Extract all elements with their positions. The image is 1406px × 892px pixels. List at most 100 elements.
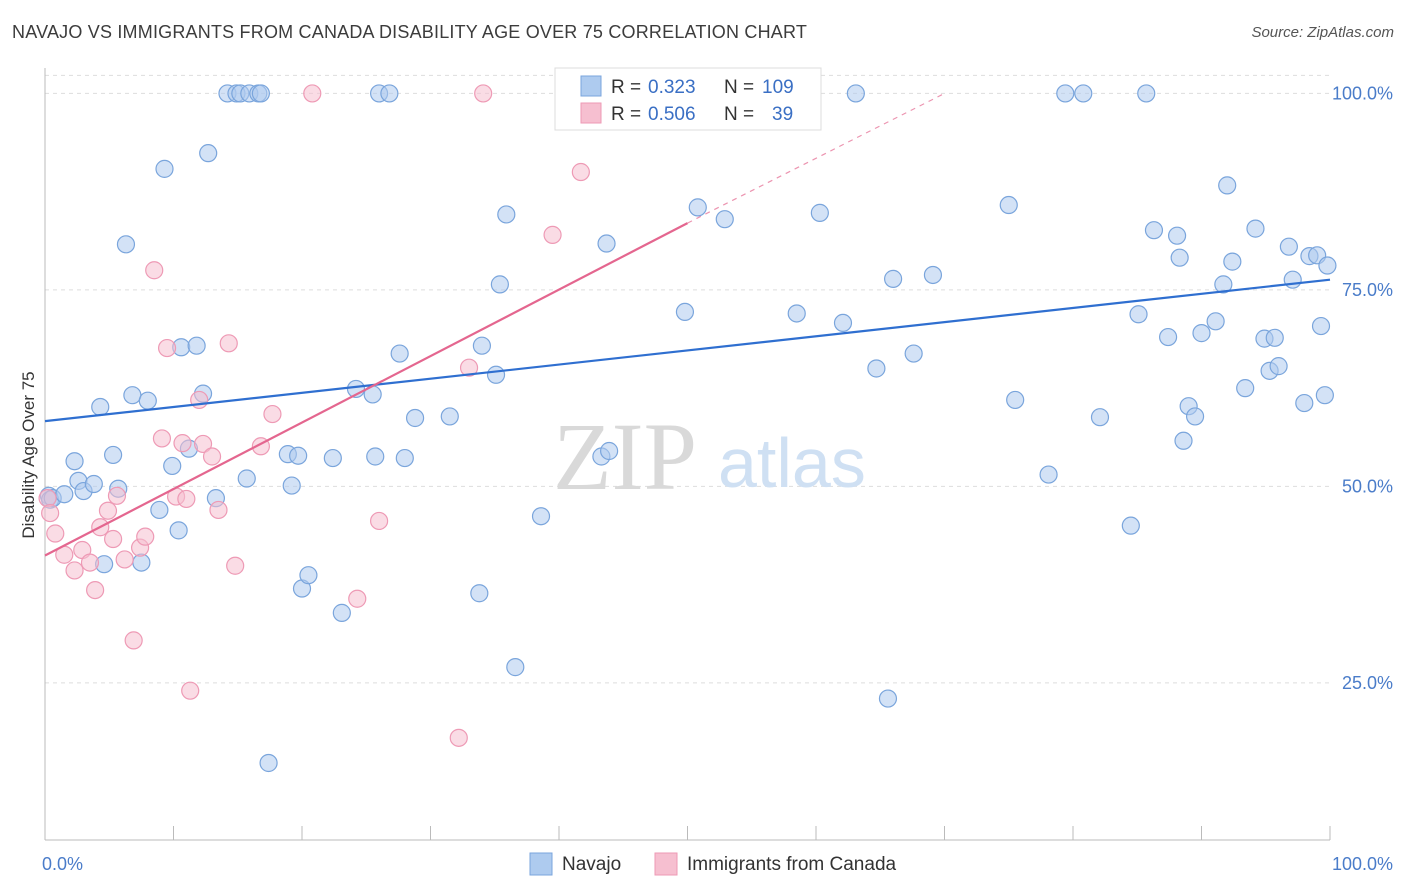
navajo-point-110 bbox=[1315, 386, 1334, 405]
legend-r-value-canada: 0.506 bbox=[648, 104, 696, 125]
navajo-point-8 bbox=[91, 397, 110, 417]
y-tick-label-75: 75.0% bbox=[1342, 280, 1393, 300]
navajo-point-85 bbox=[1137, 84, 1156, 103]
canada-point-18 bbox=[157, 338, 177, 358]
navajo-point-97 bbox=[1223, 252, 1242, 271]
trend-lines bbox=[44, 92, 1331, 557]
navajo-point-55 bbox=[506, 658, 525, 677]
legend-n-label-canada: N = bbox=[724, 104, 754, 125]
navajo-point-93 bbox=[1192, 324, 1211, 343]
navajo-point-32 bbox=[237, 469, 256, 488]
navajo-point-72 bbox=[867, 359, 886, 378]
navajo-point-58 bbox=[597, 234, 616, 253]
navajo-point-96 bbox=[1218, 176, 1237, 195]
navajo-point-95 bbox=[1214, 275, 1233, 294]
canada-point-38 bbox=[571, 162, 590, 182]
legend-swatch-navajo bbox=[580, 75, 602, 97]
navajo-point-88 bbox=[1167, 226, 1187, 245]
navajo-point-94 bbox=[1206, 312, 1225, 331]
navajo-point-53 bbox=[490, 275, 509, 294]
navajo-point-82 bbox=[1090, 408, 1110, 427]
navajo-point-35 bbox=[282, 476, 301, 495]
canada-point-24 bbox=[193, 434, 213, 454]
canada-point-36 bbox=[474, 84, 493, 103]
tick-labels: 25.0% 50.0% 75.0% 100.0% 0.0% 100.0% bbox=[42, 83, 1393, 874]
navajo-point-106 bbox=[1295, 393, 1314, 413]
canada-point-13 bbox=[124, 631, 143, 650]
y-tick-label-25: 25.0% bbox=[1342, 673, 1393, 693]
navajo-point-50 bbox=[470, 584, 489, 603]
navajo-point-7 bbox=[84, 474, 103, 494]
navajo-point-18 bbox=[163, 456, 182, 476]
canada-point-30 bbox=[263, 404, 282, 424]
canada-point-12 bbox=[115, 550, 134, 569]
navajo-point-54 bbox=[497, 205, 516, 224]
navajo-point-84 bbox=[1129, 305, 1148, 324]
navajo-point-46 bbox=[390, 344, 409, 363]
navajo-point-43 bbox=[366, 447, 385, 466]
canada-point-28 bbox=[226, 556, 245, 575]
navajo-point-77 bbox=[999, 195, 1018, 215]
canada-point-10 bbox=[104, 529, 123, 549]
canada-point-25 bbox=[202, 447, 222, 466]
navajo-point-87 bbox=[1158, 327, 1178, 347]
navajo-point-12 bbox=[116, 235, 136, 254]
legend-r-label-canada: R = bbox=[611, 104, 641, 125]
navajo-point-99 bbox=[1246, 219, 1265, 238]
navajo-trend-line bbox=[44, 278, 1331, 423]
navajo-point-56 bbox=[531, 507, 551, 526]
navajo-point-89 bbox=[1174, 431, 1193, 450]
canada-point-32 bbox=[348, 589, 367, 608]
navajo-point-109 bbox=[1311, 316, 1331, 336]
canada-point-11 bbox=[107, 486, 127, 505]
navajo-point-67 bbox=[787, 304, 806, 323]
canada-point-26 bbox=[209, 500, 228, 520]
x-tick-label-min: 0.0% bbox=[42, 854, 83, 874]
canada-point-7 bbox=[86, 580, 105, 600]
navajo-point-17 bbox=[155, 159, 174, 178]
navajo-point-45 bbox=[380, 84, 399, 103]
canada-point-6 bbox=[80, 553, 100, 572]
navajo-point-40 bbox=[323, 448, 342, 468]
watermark-atlas: atlas bbox=[718, 424, 866, 502]
navajo-point-104 bbox=[1279, 237, 1298, 256]
navajo-point-111 bbox=[1318, 256, 1337, 275]
y-tick-label-50: 50.0% bbox=[1342, 476, 1393, 496]
bottom-legend: Navajo Immigrants from Canada bbox=[529, 852, 897, 876]
legend-box: R = 0.323 N = 109 R = 0.506 N = 39 bbox=[554, 67, 822, 131]
navajo-point-90 bbox=[1170, 248, 1189, 267]
navajo-point-92 bbox=[1185, 407, 1205, 426]
canada-trend-extension bbox=[687, 92, 945, 224]
canada-point-15 bbox=[136, 527, 155, 546]
navajo-point-48 bbox=[405, 408, 425, 428]
navajo-point-64 bbox=[688, 198, 707, 217]
navajo-point-78 bbox=[1006, 390, 1025, 410]
navajo-point-76 bbox=[923, 265, 943, 285]
navajo-point-15 bbox=[138, 391, 157, 410]
navajo-point-98 bbox=[1236, 379, 1255, 398]
navajo-point-75 bbox=[904, 344, 923, 363]
canada-point-22 bbox=[181, 681, 200, 700]
watermark-zip: ZIP bbox=[553, 403, 697, 510]
canada-point-1 bbox=[41, 503, 60, 523]
navajo-point-81 bbox=[1074, 84, 1093, 103]
canada-point-33 bbox=[370, 511, 389, 531]
navajo-point-13 bbox=[123, 386, 142, 405]
legend-r-label-navajo: R = bbox=[611, 77, 641, 98]
y-tick-label-100: 100.0% bbox=[1332, 83, 1393, 103]
legend-n-value-navajo: 109 bbox=[762, 77, 794, 98]
navajo-point-80 bbox=[1056, 84, 1075, 103]
navajo-point-37 bbox=[299, 566, 318, 585]
canada-point-37 bbox=[543, 225, 562, 244]
canada-point-9 bbox=[98, 501, 118, 520]
navajo-point-47 bbox=[395, 448, 414, 468]
bottom-legend-label-canada: Immigrants from Canada bbox=[687, 854, 897, 875]
legend-n-value-canada: 39 bbox=[772, 104, 793, 125]
chart-title: NAVAJO VS IMMIGRANTS FROM CANADA DISABIL… bbox=[12, 22, 808, 42]
navajo-point-16 bbox=[150, 500, 169, 520]
navajo-point-22 bbox=[187, 336, 206, 355]
navajo-point-79 bbox=[1039, 465, 1058, 484]
canada-point-0 bbox=[38, 489, 57, 508]
legend-r-value-navajo: 0.323 bbox=[648, 77, 696, 98]
canada-point-34 bbox=[449, 728, 468, 747]
